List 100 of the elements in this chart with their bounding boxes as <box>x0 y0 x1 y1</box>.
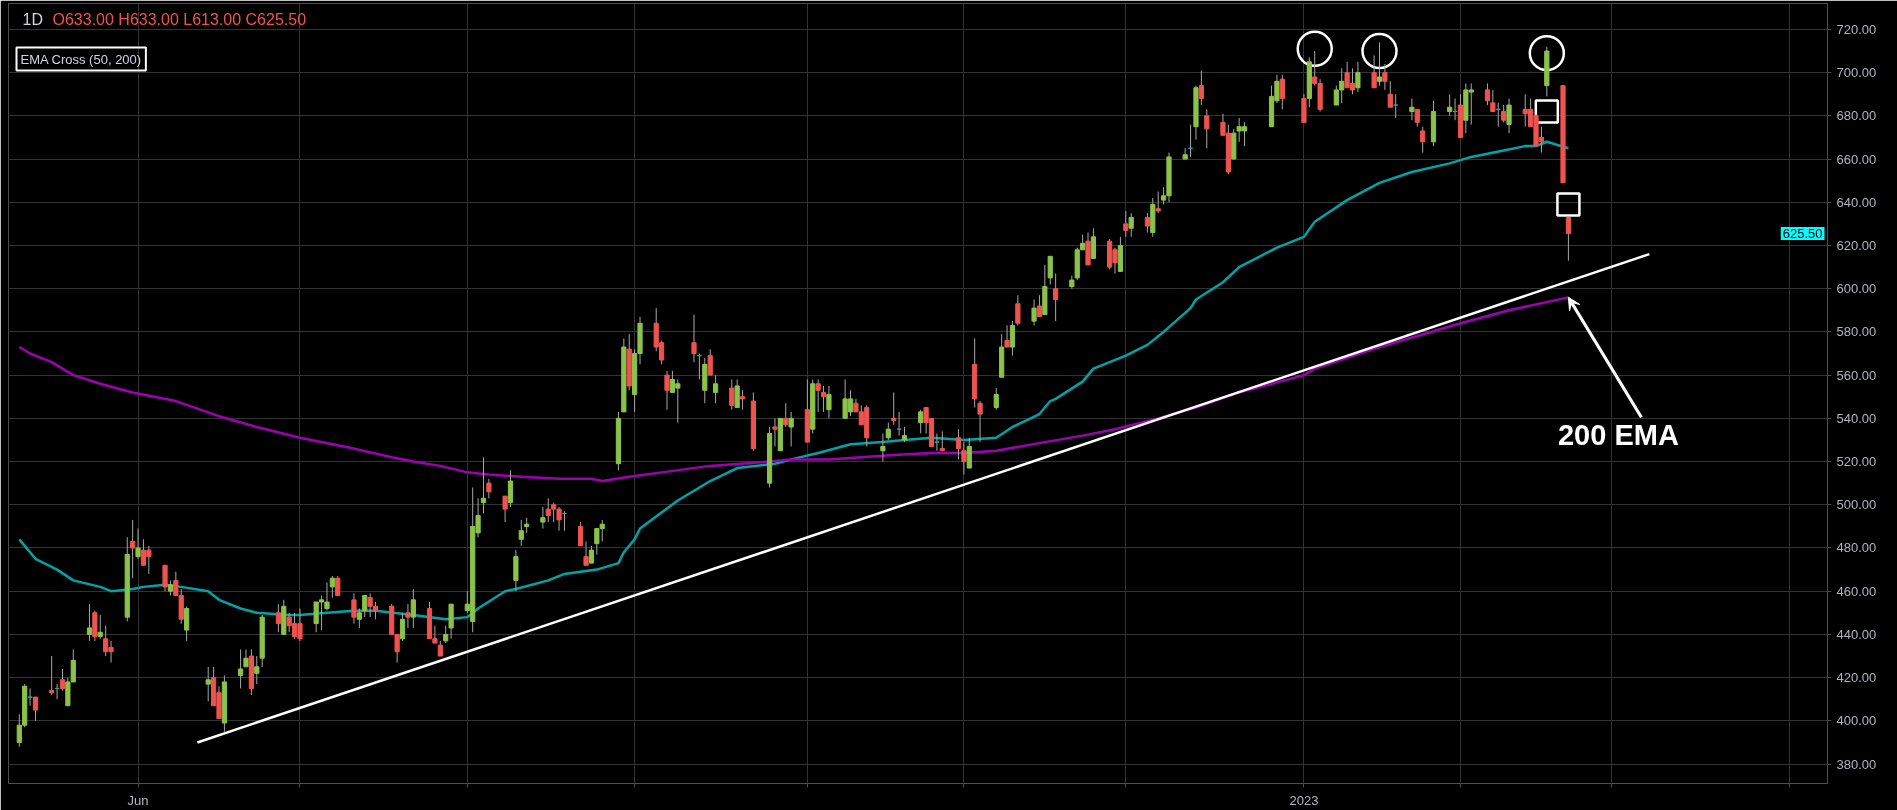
point <box>1528 34 1566 72</box>
candlestick <box>1047 255 1053 285</box>
y-tick-label: 440.00 <box>1836 626 1877 642</box>
candlestick <box>1506 98 1512 134</box>
candlestick <box>820 385 827 413</box>
candlestick <box>891 391 897 426</box>
candlestick <box>578 521 584 547</box>
candlestick <box>518 519 524 547</box>
candlestick <box>502 495 508 523</box>
x-tick-label: Jun <box>127 792 149 808</box>
candlestick <box>59 668 66 692</box>
candlestick <box>1371 54 1377 89</box>
candlestick <box>880 432 886 463</box>
y-tick-label: 680.00 <box>1836 108 1877 124</box>
y-tick-label: 480.00 <box>1836 540 1877 556</box>
candlestick <box>1447 93 1453 117</box>
candlestick <box>1036 294 1043 318</box>
candlestick <box>329 575 335 599</box>
candlestick <box>1144 212 1150 234</box>
candlestick <box>507 469 514 508</box>
candlestick <box>783 402 789 428</box>
candlestick <box>97 614 103 640</box>
candlestick <box>1565 216 1572 262</box>
candlestick <box>448 603 454 640</box>
candlestick <box>1382 63 1388 91</box>
candlestick <box>1155 190 1161 214</box>
candlestick <box>939 430 945 452</box>
candlestick <box>254 655 260 685</box>
candlestick <box>1204 108 1210 149</box>
candlestick <box>540 506 546 530</box>
candlestick <box>1031 299 1037 326</box>
candlestick <box>480 456 487 514</box>
annotation: O633.00 H633.00 L613.00 C625.50 <box>52 10 307 28</box>
candlestick <box>486 478 492 499</box>
candlestick <box>734 378 740 409</box>
candlestick <box>1279 74 1285 110</box>
candlestick <box>513 549 519 592</box>
annotation: 200 EMA <box>1557 419 1679 452</box>
candlestick <box>1015 294 1021 326</box>
candlestick <box>712 374 719 404</box>
y-tick-label: 460.00 <box>1836 583 1877 599</box>
y-tick-label: 560.00 <box>1836 367 1877 383</box>
candlestick <box>788 411 794 447</box>
candlestick <box>1085 232 1091 266</box>
candlestick <box>1393 93 1399 119</box>
candlestick <box>205 666 211 702</box>
candlestick <box>1301 93 1307 123</box>
candlestick <box>1420 126 1426 154</box>
text: EMA Cross (50, 200) <box>20 51 142 67</box>
candlestick <box>410 588 416 629</box>
candlestick <box>664 370 670 411</box>
candlestick <box>1409 98 1415 121</box>
candlestick <box>583 541 589 566</box>
candlestick <box>1484 82 1491 106</box>
candlestick <box>977 400 983 443</box>
candlestick <box>237 649 244 689</box>
candlestick <box>961 441 967 476</box>
candlestick <box>32 696 39 722</box>
candlestick <box>335 575 341 597</box>
candlestick <box>993 387 999 411</box>
y-tick-label: 700.00 <box>1836 65 1877 81</box>
point <box>1361 32 1398 70</box>
candlestick <box>707 348 713 376</box>
candlestick <box>739 389 746 411</box>
candlestick <box>1376 41 1383 87</box>
y-tick-label: 500.00 <box>1836 497 1877 513</box>
candlestick <box>691 314 697 363</box>
candlestick <box>918 409 924 434</box>
candlestick <box>86 603 93 642</box>
candlestick <box>966 437 972 469</box>
y-tick-label: 540.00 <box>1836 410 1877 426</box>
candlestick <box>162 564 168 592</box>
candlestick <box>49 655 55 696</box>
candlestick <box>1128 212 1134 238</box>
candlestick <box>1198 69 1204 106</box>
candlestick <box>399 612 406 642</box>
candlestick <box>362 595 368 618</box>
candlestick <box>184 605 190 642</box>
candlestick <box>1009 320 1016 357</box>
y-tick-label: 600.00 <box>1836 281 1877 297</box>
candlestick <box>243 649 249 668</box>
y-tick-label: 420.00 <box>1836 670 1877 686</box>
y-tick-label: 380.00 <box>1836 756 1877 772</box>
y-tick-label: 520.00 <box>1836 454 1877 470</box>
candlestick <box>92 610 98 642</box>
candlestick <box>351 592 357 625</box>
candlestick <box>1490 89 1496 113</box>
candlestick <box>135 528 141 560</box>
x-tick-label: 2023 <box>1289 792 1319 808</box>
candlestick <box>1123 210 1129 238</box>
y-tick-label: 640.00 <box>1836 194 1877 210</box>
candlestick <box>955 428 962 460</box>
candlestick <box>27 687 33 707</box>
candlestick <box>1355 61 1361 93</box>
candlestick <box>130 519 136 579</box>
candlestick <box>1053 273 1059 322</box>
y-tick-label: 660.00 <box>1836 151 1877 167</box>
y-tick-label: 400.00 <box>1836 713 1877 729</box>
y-tick-label: 620.00 <box>1836 237 1877 253</box>
candlestick <box>1090 227 1097 259</box>
